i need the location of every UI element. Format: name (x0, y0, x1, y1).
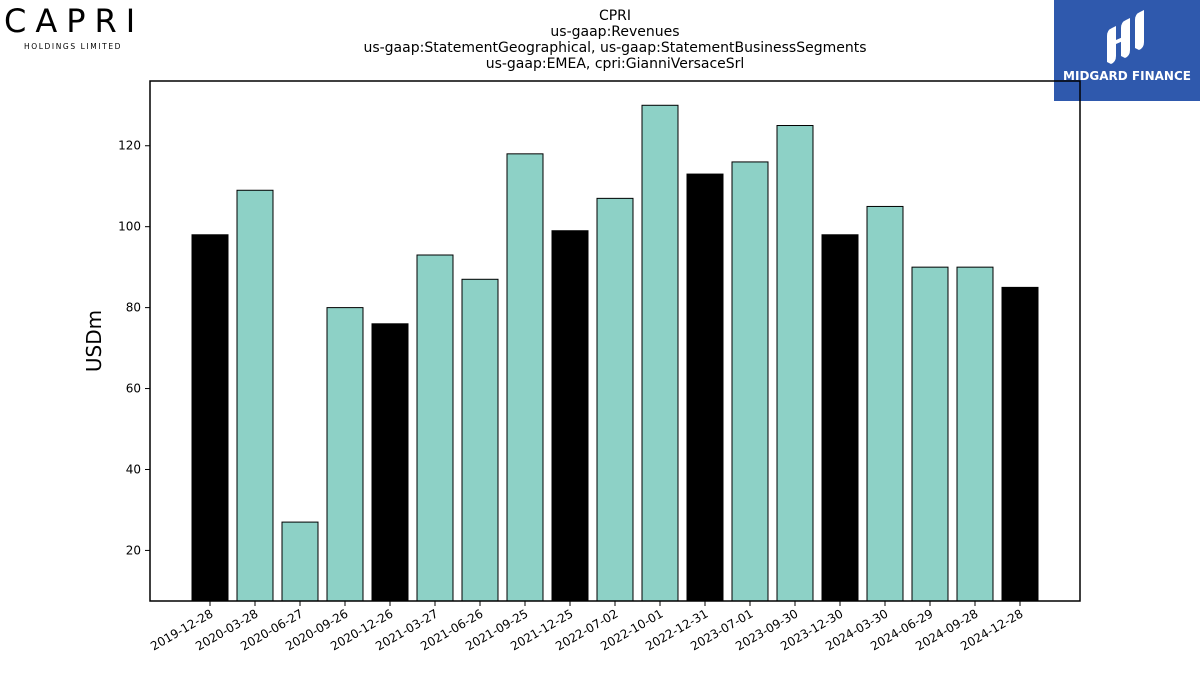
y-tick-label: 80 (126, 301, 141, 315)
y-tick-label: 100 (118, 220, 141, 234)
y-tick-label: 120 (118, 139, 141, 153)
bar-2024-06-29 (911, 266, 949, 602)
chart-title-line: CPRI (599, 8, 631, 24)
chart-title-line: us-gaap:StatementGeographical, us-gaap:S… (363, 40, 866, 56)
bar-2020-03-28 (236, 189, 274, 602)
y-tick-label: 20 (126, 543, 141, 557)
plot-frame (149, 80, 1081, 602)
y-axis-label: USDm (82, 310, 106, 372)
bar-2024-03-30 (866, 205, 904, 602)
bar-2023-12-30 (821, 234, 859, 602)
y-axis: 20 40 60 80 100 120 (118, 139, 150, 557)
chart-title-line: us-gaap:EMEA, cpri:GianniVersaceSrl (486, 56, 745, 72)
chart-title: CPRIus-gaap:Revenuesus-gaap:StatementGeo… (363, 8, 866, 72)
y-tick-label: 40 (126, 462, 141, 476)
bar-2022-12-31 (686, 173, 724, 602)
capri-logo-subtitle: HOLDINGS LIMITED (24, 42, 123, 51)
bar-2020-06-27 (281, 521, 319, 602)
bar-2021-06-26 (461, 278, 499, 602)
bar-2019-12-28 (191, 234, 229, 602)
bar-2021-09-25 (506, 153, 544, 602)
bar-2023-09-30 (776, 125, 814, 602)
midgard-logo-icon (1107, 10, 1144, 64)
bar-2020-09-26 (326, 307, 364, 602)
bar-2023-07-01 (731, 161, 769, 602)
bar-2024-12-28 (1001, 286, 1039, 602)
bar-2024-09-28 (956, 266, 994, 602)
bar-2020-12-26 (371, 323, 409, 602)
y-tick-label: 60 (126, 382, 141, 396)
capri-logo-word: CAPRI (4, 2, 145, 40)
bar-2021-03-27 (416, 254, 454, 602)
midgard-logo-text: MIDGARD FINANCE (1063, 69, 1191, 83)
x-axis: 2019-12-282020-03-282020-06-272020-09-26… (148, 601, 1026, 653)
chart-title-line: us-gaap:Revenues (550, 24, 679, 40)
bar-2022-07-02 (596, 197, 634, 602)
midgard-finance-logo: MIDGARD FINANCE (1054, 0, 1200, 101)
bar-2022-10-01 (641, 104, 679, 602)
bars (191, 104, 1039, 602)
bar-2021-12-25 (551, 230, 589, 602)
capri-logo: CAPRI HOLDINGS LIMITED (4, 2, 154, 54)
